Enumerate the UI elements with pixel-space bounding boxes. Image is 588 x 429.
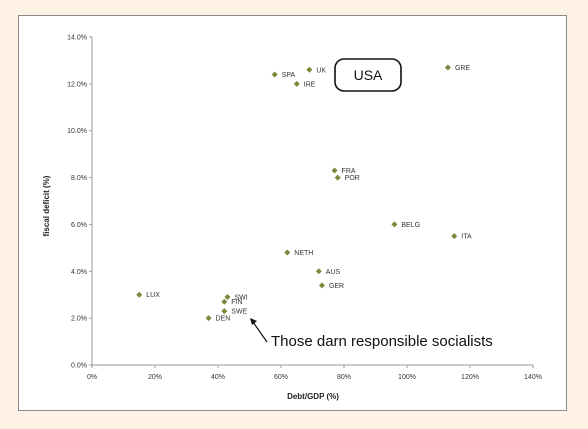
y-tick-label: 2.0% [71,316,87,323]
point-marker-fra [331,167,338,174]
point-marker-fin [221,298,228,305]
point-marker-ita [451,233,458,240]
callout-arrowhead [250,318,257,325]
point-label-swe: SWE [231,309,247,316]
point-marker-spa [271,71,278,78]
point-marker-gre [444,64,451,71]
x-tick-label: 60% [274,374,288,381]
x-tick-label: 120% [461,374,479,381]
point-label-fra: FRA [342,168,356,175]
y-ticks: 0.0% 2.0% 4.0% 6.0% 8.0% 10.0% 12.0% 14.0% [67,35,92,370]
y-tick-label: 14.0% [67,35,87,42]
point-marker-uk [306,66,313,73]
point-label-por: POR [345,175,360,182]
y-tick-label: 10.0% [67,128,87,135]
point-label-swi: SWI [234,295,247,302]
point-label-neth: NETH [294,250,313,257]
point-label-spa: SPA [282,72,296,79]
x-tick-label: 40% [211,374,225,381]
x-tick-label: 20% [148,374,162,381]
y-axis-label: fiscal deficit (%) [42,175,51,236]
x-tick-label: 140% [524,374,542,381]
callout-text: Those darn responsible socialists [271,333,493,350]
point-label-aus: AUS [326,269,341,276]
usa-annotation-box: USA [334,58,402,92]
point-label-uk: UK [316,67,326,74]
point-marker-aus [315,268,322,275]
usa-annotation-text: USA [354,67,383,83]
y-tick-label: 4.0% [71,269,87,276]
y-tick-label: 12.0% [67,81,87,88]
point-marker-lux [136,291,143,298]
point-marker-belg [391,221,398,228]
callout-arrow [252,321,268,343]
y-tick-label: 0.0% [71,363,87,370]
point-label-gre: GRE [455,65,471,72]
point-marker-ger [318,282,325,289]
point-label-ire: IRE [304,81,316,88]
point-marker-swe [221,308,228,315]
point-label-ita: ITA [461,234,472,241]
point-marker-swi [224,294,231,301]
point-label-fin: FIN [231,299,242,306]
y-tick-label: 8.0% [71,175,87,182]
y-tick-label: 6.0% [71,222,87,229]
point-marker-por [334,174,341,181]
point-marker-den [205,315,212,322]
point-label-den: DEN [216,316,231,323]
callout-annotation: Those darn responsible socialists [250,318,493,350]
chart-frame: 0.0% 2.0% 4.0% 6.0% 8.0% 10.0% 12.0% 14.0% 0% 20… [18,15,567,411]
point-label-belg: BELG [401,222,420,229]
x-tick-label: 0% [87,374,97,381]
x-tick-label: 80% [337,374,351,381]
point-label-ger: GER [329,283,344,290]
axes [91,37,533,366]
x-ticks: 0% 20% 40% 60% 80% 100% 120% 140% [87,365,542,381]
scatter-chart: 0.0% 2.0% 4.0% 6.0% 8.0% 10.0% 12.0% 14.0% 0% 20… [42,35,542,402]
x-axis-label: Debt/GDP (%) [287,392,339,401]
x-tick-label: 100% [398,374,416,381]
point-marker-ire [293,80,300,87]
point-label-lux: LUX [146,292,160,299]
point-marker-neth [284,249,291,256]
